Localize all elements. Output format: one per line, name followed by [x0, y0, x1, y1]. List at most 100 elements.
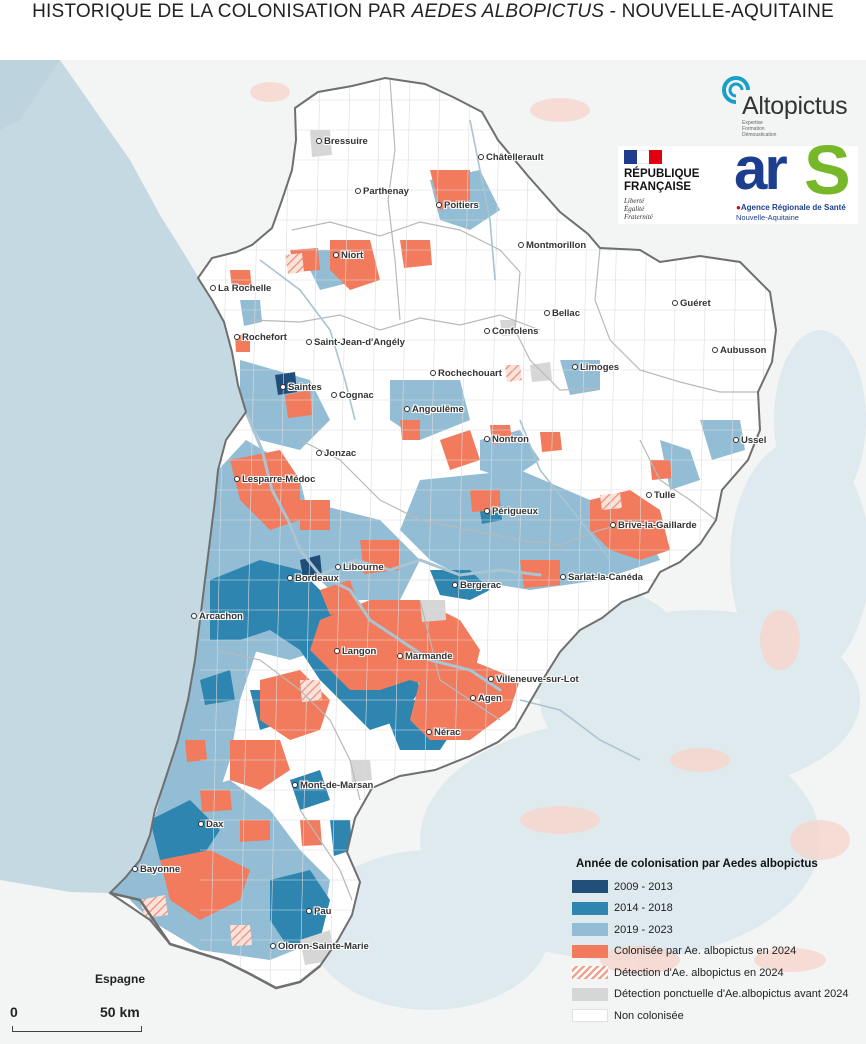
city-label: Arcachon [191, 611, 243, 622]
city-dot-icon [287, 575, 293, 582]
city-dot-icon [210, 285, 216, 292]
scale-end: 50 km [100, 1004, 140, 1020]
city-dot-icon [397, 653, 403, 660]
city-label: Ussel [733, 435, 766, 446]
motto-fraternite: Fraternité [624, 213, 653, 221]
legend-label: 2019 - 2023 [614, 923, 673, 936]
city-name: Brive-la-Gaillarde [618, 520, 697, 531]
choropleth-map[interactable] [0, 60, 866, 1044]
city-name: Jonzac [324, 448, 357, 459]
city-name: Oloron-Sainte-Marie [278, 941, 369, 952]
city-dot-icon [234, 476, 240, 483]
city-label: La Rochelle [210, 283, 271, 294]
city-label: Confolens [484, 326, 538, 337]
city-dot-icon [331, 392, 337, 399]
city-name: Rochefort [242, 332, 287, 343]
republique-line-2: FRANÇAISE [624, 181, 692, 193]
city-label: Limoges [572, 362, 619, 373]
title-prefix: HISTORIQUE DE LA COLONISATION PAR [32, 1, 412, 22]
map-title: HISTORIQUE DE LA COLONISATION PAR AEDES … [0, 0, 866, 34]
city-name: Bordeaux [295, 573, 339, 584]
city-label: Saint-Jean-d'Angély [306, 337, 405, 348]
city-name: Saint-Jean-d'Angély [314, 337, 405, 348]
city-name: Guéret [680, 298, 711, 309]
city-dot-icon [191, 613, 197, 620]
city-label: Nontron [484, 434, 529, 445]
city-dot-icon [518, 242, 524, 249]
city-name: La Rochelle [218, 283, 272, 294]
legend-label: 2009 - 2013 [614, 880, 673, 893]
legend-item: 2019 - 2023 [572, 919, 862, 941]
city-name: Bellac [552, 308, 580, 319]
city-dot-icon [333, 252, 339, 259]
city-name: Cognac [339, 390, 374, 401]
city-name: Rochechouart [438, 368, 502, 379]
city-label: Mont-de-Marsan [292, 780, 373, 791]
city-label: Nérac [426, 727, 460, 738]
city-label: Pau [306, 906, 331, 917]
legend-item: Colonisée par Ae. albopictus en 2024 [572, 941, 862, 963]
city-label: Saintes [280, 382, 322, 393]
legend-label: Détection ponctuelle d'Ae.albopictus ava… [614, 988, 849, 1001]
legend-item: 2009 - 2013 [572, 876, 862, 898]
city-dot-icon [712, 347, 718, 354]
city-label: Brive-la-Gaillarde [610, 520, 697, 531]
city-name: Tulle [654, 490, 676, 501]
city-name: Châtellerault [486, 152, 544, 163]
city-name: Parthenay [363, 186, 409, 197]
city-label: Bayonne [132, 864, 180, 875]
city-name: Arcachon [199, 611, 243, 622]
city-dot-icon [306, 908, 312, 915]
city-dot-icon [316, 450, 322, 457]
city-name: Ussel [741, 435, 767, 446]
city-label: Jonzac [316, 448, 356, 459]
city-dot-icon [610, 522, 616, 529]
city-name: Pau [314, 906, 332, 917]
city-dot-icon [544, 310, 550, 317]
city-dot-icon [234, 334, 240, 341]
city-label: Sarlat-la-Canéda [560, 572, 643, 583]
city-dot-icon [452, 582, 458, 589]
city-dot-icon [560, 574, 566, 581]
city-name: Périgueux [492, 506, 538, 517]
city-label: Villeneuve-sur-Lot [488, 674, 579, 685]
city-label: Périgueux [484, 506, 538, 517]
altopictus-logo: Altopictus Expertise Formation Démoustic… [718, 70, 860, 140]
ars-agency-name: ●Agence Régionale de Santé [736, 203, 846, 212]
city-label: Rochefort [234, 332, 287, 343]
city-label: Niort [333, 250, 363, 261]
scale-start: 0 [10, 1004, 18, 1020]
republique-name: RÉPUBLIQUE FRANÇAISE [624, 168, 730, 194]
city-label: Bressuire [316, 136, 368, 147]
city-name: Agen [478, 693, 502, 704]
city-label: Bergerac [452, 580, 501, 591]
city-label: Agen [470, 693, 502, 704]
altopictus-name: Altopictus [742, 92, 848, 120]
city-name: Bergerac [460, 580, 502, 591]
city-label: Tulle [646, 490, 675, 501]
city-dot-icon [572, 364, 578, 371]
city-name: Angoulême [412, 404, 464, 415]
city-label: Marmande [397, 651, 453, 662]
legend-swatch [572, 944, 608, 958]
city-label: Langon [334, 646, 376, 657]
city-dot-icon [334, 648, 340, 655]
legend-label: Colonisée par Ae. albopictus en 2024 [614, 945, 797, 958]
legend-swatch [572, 880, 608, 894]
city-dot-icon [672, 300, 678, 307]
motto-liberte: Liberté [624, 197, 645, 205]
city-dot-icon [478, 154, 484, 161]
city-dot-icon [436, 202, 442, 209]
city-label: Guéret [672, 298, 711, 309]
city-label: Bordeaux [287, 573, 339, 584]
scale-bar: 0 50 km [10, 1004, 160, 1040]
city-label: Lesparre-Médoc [234, 474, 315, 485]
legend-title: Année de colonisation par Aedes albopict… [576, 858, 818, 870]
city-dot-icon [426, 729, 432, 736]
city-name: Nontron [492, 434, 529, 445]
city-name: Poitiers [444, 200, 479, 211]
city-name: Langon [342, 646, 377, 657]
altopictus-tagline-3: Démoustication [742, 132, 777, 138]
city-label: Libourne [335, 562, 384, 573]
city-dot-icon [484, 328, 490, 335]
